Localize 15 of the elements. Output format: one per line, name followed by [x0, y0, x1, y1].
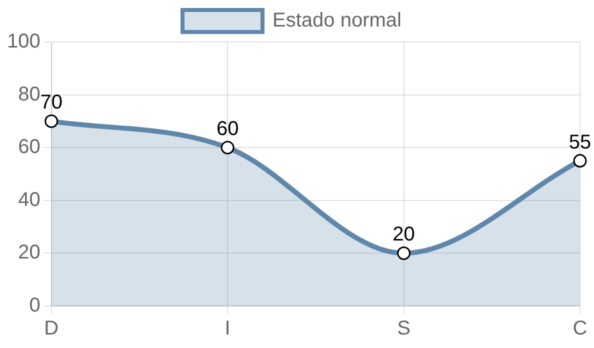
x-tick-label: C: [572, 318, 588, 340]
y-tick-label: 40: [18, 188, 40, 211]
data-label: 55: [568, 131, 592, 154]
data-label: 60: [216, 118, 239, 140]
legend-label: Estado normal: [272, 10, 402, 32]
data-label: 70: [40, 92, 62, 114]
y-tick-label: 100: [6, 30, 40, 53]
y-tick-label: 80: [18, 83, 40, 106]
x-tick-label: D: [44, 318, 59, 340]
y-tick-label: 0: [29, 294, 40, 317]
y-tick-label: 60: [18, 136, 40, 158]
x-tick-label: I: [224, 318, 230, 340]
y-tick-label: 20: [18, 242, 40, 264]
data-label: 20: [392, 224, 415, 246]
x-tick-label: S: [397, 318, 410, 340]
